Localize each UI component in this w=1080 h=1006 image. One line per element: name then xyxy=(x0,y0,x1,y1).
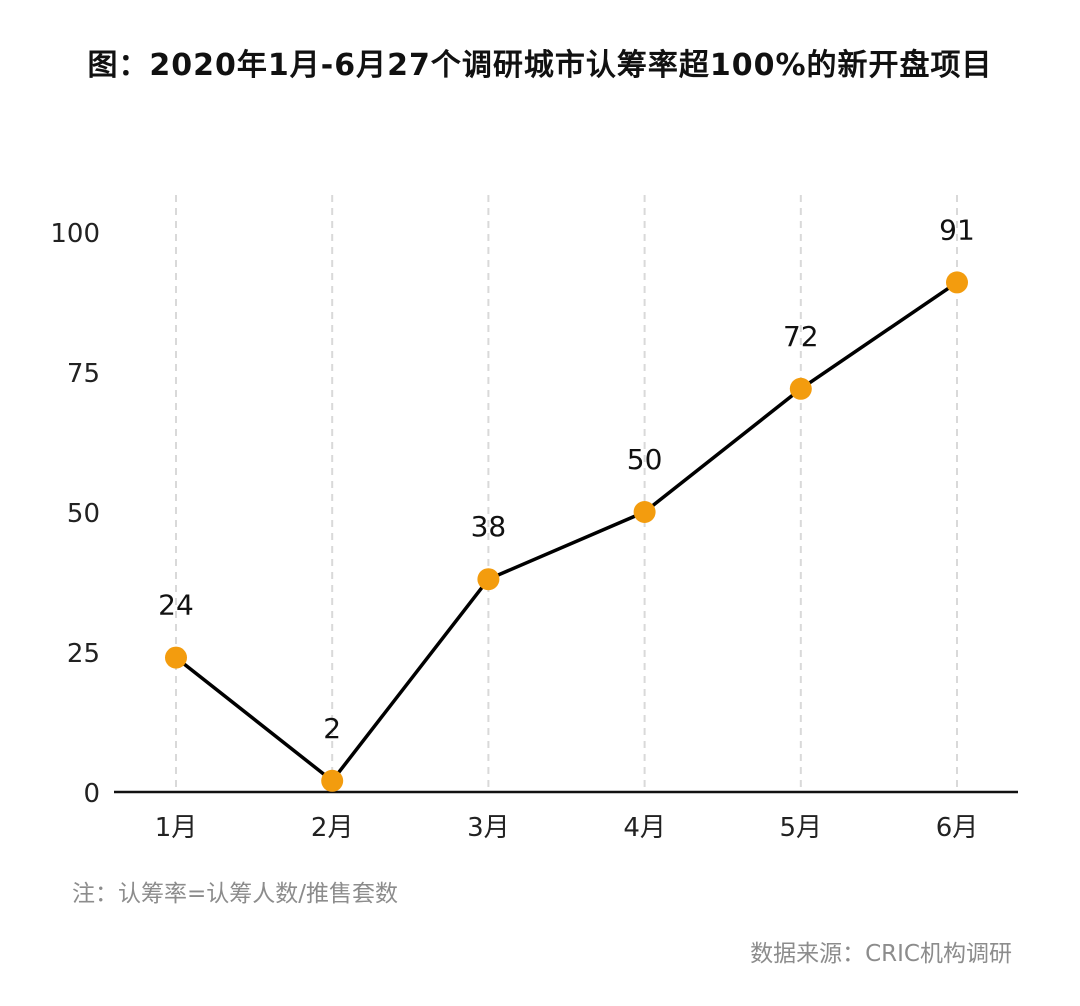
y-tick-label: 0 xyxy=(83,779,100,809)
y-tick-label: 25 xyxy=(67,639,100,669)
x-tick-label: 3月 xyxy=(467,813,510,843)
chart-title: 图：2020年1月-6月27个调研城市认筹率超100%的新开盘项目 xyxy=(87,48,993,83)
data-point xyxy=(633,501,656,523)
data-label: 2 xyxy=(323,712,341,745)
data-source: 数据来源：CRIC机构调研 xyxy=(750,941,1012,967)
data-point xyxy=(946,271,968,294)
data-label: 24 xyxy=(158,589,194,622)
data-point xyxy=(165,646,187,669)
footnote: 注：认筹率=认筹人数/推售套数 xyxy=(72,881,399,907)
x-tick-label: 2月 xyxy=(311,813,354,843)
data-label: 38 xyxy=(471,510,507,543)
x-tick-label: 5月 xyxy=(780,813,823,843)
data-label: 72 xyxy=(783,320,819,353)
series-line xyxy=(174,280,958,783)
data-label: 50 xyxy=(627,443,663,476)
y-tick-label: 75 xyxy=(67,359,100,389)
data-point xyxy=(789,377,812,400)
x-tick-label: 4月 xyxy=(623,813,666,843)
data-point xyxy=(477,568,500,591)
x-tick-label: 1月 xyxy=(155,813,198,843)
data-point xyxy=(321,769,344,792)
data-label: 91 xyxy=(939,213,975,246)
y-tick-label: 100 xyxy=(50,219,100,249)
y-tick-label: 50 xyxy=(67,499,100,529)
x-tick-label: 6月 xyxy=(936,813,979,843)
